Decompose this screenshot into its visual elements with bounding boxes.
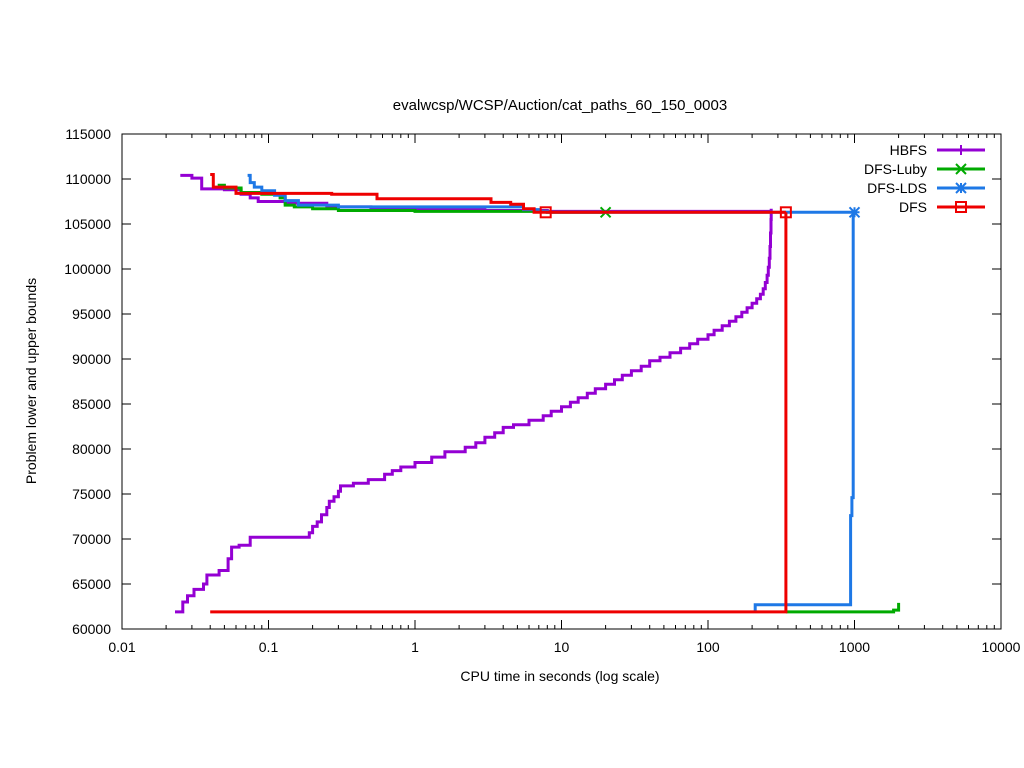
y-tick-label: 105000 <box>64 216 111 232</box>
y-tick-label: 75000 <box>72 486 111 502</box>
legend: HBFS DFS-Luby DFS-LDS DFS <box>864 142 985 215</box>
legend-label: DFS <box>899 199 927 215</box>
series-dfs-lds <box>247 173 861 612</box>
y-axis-label: Problem lower and upper bounds <box>23 278 39 484</box>
legend-marker <box>956 145 966 155</box>
x-tick-label: 1 <box>411 639 419 655</box>
plot-frame <box>121 133 1002 630</box>
y-tick-label: 60000 <box>72 621 111 637</box>
y-tick-label: 90000 <box>72 351 111 367</box>
y-tick-label: 65000 <box>72 576 111 592</box>
x-tick-label: 0.01 <box>108 639 135 655</box>
legend-entry-dfs: DFS <box>899 199 985 215</box>
y-tick-label: 115000 <box>65 126 111 142</box>
series-dfs-luby <box>217 183 901 614</box>
chart-title: evalwcsp/WCSP/Auction/cat_paths_60_150_0… <box>393 97 727 114</box>
y-tick-label: 70000 <box>72 531 111 547</box>
x-tick-label: 10000 <box>982 639 1021 655</box>
y-axis: 60000 65000 70000 75000 80000 85000 90000 95000… <box>64 126 1001 637</box>
legend-marker <box>955 182 967 194</box>
y-tick-label: 85000 <box>72 396 111 412</box>
y-tick-label: 95000 <box>72 306 111 322</box>
series-line-dfs-luby <box>217 183 606 214</box>
x-axis: 0.01 0.1 1 10 100 1000 10000 <box>108 134 1021 655</box>
x-axis-label: CPU time in seconds (log scale) <box>460 668 659 684</box>
series-dfs <box>210 173 792 614</box>
legend-marker <box>955 201 967 213</box>
y-tick-label: 80000 <box>72 441 111 457</box>
plot-area <box>121 133 1002 630</box>
x-tick-label: 100 <box>696 639 720 655</box>
data-point-dfs <box>539 206 552 219</box>
series-line-dfs <box>210 173 786 214</box>
x-tick-label: 0.1 <box>259 639 279 655</box>
x-tick-label: 10 <box>554 639 570 655</box>
series-layer <box>175 173 901 614</box>
data-point-dfs-lds <box>848 206 861 219</box>
legend-entry-dfs-lds: DFS-LDS <box>867 180 985 196</box>
y-tick-label: 110000 <box>65 171 111 187</box>
series-line-hbfs <box>180 173 772 213</box>
y-tick-label: 100000 <box>64 261 111 277</box>
legend-marker <box>955 163 967 175</box>
legend-label: DFS-LDS <box>867 180 927 196</box>
series-line-dfs <box>210 212 788 614</box>
series-line-dfs-lds <box>753 212 855 612</box>
series-line-dfs-luby <box>785 602 901 614</box>
series-hbfs <box>175 173 773 614</box>
series-line-dfs-lds <box>247 173 855 214</box>
legend-label: HBFS <box>890 142 927 158</box>
x-tick-label: 1000 <box>839 639 870 655</box>
data-point-dfs <box>779 206 792 219</box>
legend-entry-dfs-luby: DFS-Luby <box>864 161 985 177</box>
legend-label: DFS-Luby <box>864 161 927 177</box>
series-line-hbfs <box>175 208 773 614</box>
legend-entry-hbfs: HBFS <box>890 142 985 158</box>
